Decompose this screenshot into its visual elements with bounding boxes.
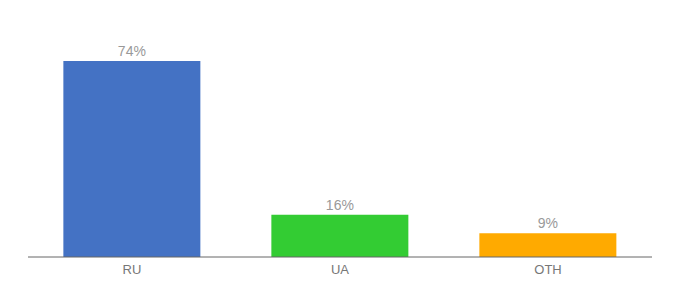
svg-text:UA: UA — [331, 262, 349, 277]
svg-text:9%: 9% — [538, 215, 558, 231]
svg-text:16%: 16% — [326, 197, 354, 213]
svg-text:74%: 74% — [118, 43, 146, 59]
svg-text:RU: RU — [123, 262, 142, 277]
svg-text:OTH: OTH — [534, 262, 561, 277]
